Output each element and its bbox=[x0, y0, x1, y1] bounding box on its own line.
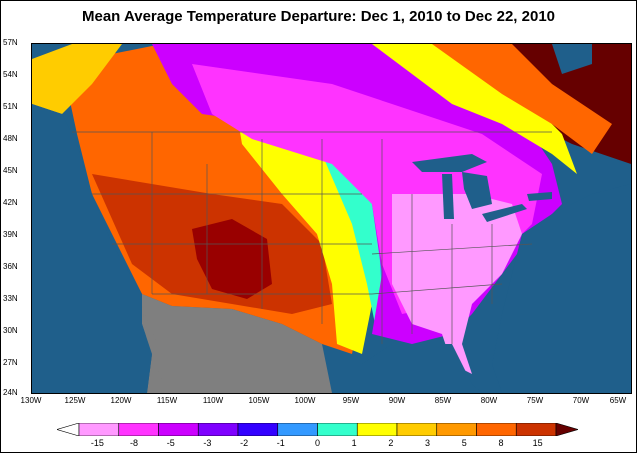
legend-label: 5 bbox=[461, 438, 467, 448]
legend-swatch bbox=[356, 423, 398, 436]
lat-label: 30N bbox=[3, 326, 18, 335]
baja-land bbox=[142, 306, 172, 379]
lon-label: 90W bbox=[388, 396, 406, 405]
lon-label: 80W bbox=[480, 396, 498, 405]
legend-swatch bbox=[237, 423, 279, 436]
political-borders bbox=[72, 131, 552, 344]
legend-label: -5 bbox=[166, 438, 175, 448]
legend-swatch bbox=[78, 423, 120, 436]
lake-erie bbox=[482, 204, 527, 222]
lon-label: 105W bbox=[248, 396, 270, 405]
legend-swatch bbox=[476, 423, 517, 436]
legend-swatch bbox=[118, 423, 159, 436]
lat-label: 45N bbox=[3, 166, 18, 175]
legend-swatch bbox=[396, 423, 438, 436]
legend-label: -8 bbox=[130, 438, 139, 448]
lake-ontario bbox=[527, 192, 552, 201]
mexico-land bbox=[142, 294, 332, 393]
northeast-yellow bbox=[372, 44, 577, 174]
lat-label: 27N bbox=[3, 358, 18, 367]
legend-label: -1 bbox=[276, 438, 285, 448]
legend-label: 15 bbox=[532, 438, 543, 448]
legend-low-end bbox=[57, 423, 80, 436]
lon-label: 125W bbox=[64, 396, 86, 405]
lat-label: 33N bbox=[3, 294, 18, 303]
legend-label: -15 bbox=[90, 438, 104, 448]
northeast-orange bbox=[432, 44, 612, 154]
southwest-hot bbox=[192, 219, 272, 299]
lon-label: 100W bbox=[294, 396, 316, 405]
lat-label: 24N bbox=[3, 388, 18, 397]
lat-label: 57N bbox=[3, 38, 18, 47]
temperature-map bbox=[31, 43, 632, 394]
lake-superior bbox=[412, 154, 487, 172]
legend-swatch bbox=[158, 423, 199, 436]
map-title: Mean Average Temperature Departure: Dec … bbox=[82, 8, 555, 25]
lon-label: 65W bbox=[609, 396, 627, 405]
lon-label: 110W bbox=[202, 396, 224, 405]
legend-swatch bbox=[277, 423, 318, 436]
lon-label: 70W bbox=[572, 396, 590, 405]
lake-michigan bbox=[442, 174, 454, 219]
legend-swatch bbox=[197, 423, 239, 436]
lat-label: 51N bbox=[3, 102, 18, 111]
legend-label: -3 bbox=[203, 438, 212, 448]
hudson-bay bbox=[552, 44, 592, 74]
lon-label: 115W bbox=[156, 396, 178, 405]
legend-high-end bbox=[555, 423, 578, 436]
atlantic bbox=[492, 184, 631, 393]
legend-label: 1 bbox=[351, 438, 357, 448]
lat-label: 48N bbox=[3, 134, 18, 143]
lake-huron bbox=[462, 172, 492, 209]
gulf-of-mexico bbox=[362, 344, 482, 393]
lon-label: 75W bbox=[526, 396, 544, 405]
southeast-pink bbox=[392, 194, 522, 374]
legend-swatch bbox=[317, 423, 358, 436]
lat-label: 42N bbox=[3, 198, 18, 207]
legend-label: 0 bbox=[314, 438, 320, 448]
lat-label: 36N bbox=[3, 262, 18, 271]
pacific bbox=[32, 104, 152, 393]
legend-swatch bbox=[436, 423, 477, 436]
legend-label: 2 bbox=[388, 438, 394, 448]
lon-label: 120W bbox=[110, 396, 132, 405]
legend-swatch bbox=[515, 423, 557, 436]
legend-label: -2 bbox=[240, 438, 249, 448]
lat-label: 54N bbox=[3, 70, 18, 79]
lat-label: 39N bbox=[3, 230, 18, 239]
legend-label: 8 bbox=[498, 438, 504, 448]
lon-label: 95W bbox=[342, 396, 360, 405]
legend-label: 3 bbox=[425, 438, 431, 448]
northwest-yellow bbox=[32, 44, 122, 114]
lon-label: 85W bbox=[434, 396, 452, 405]
lon-label: 130W bbox=[20, 396, 42, 405]
plains-yellow bbox=[232, 84, 372, 354]
legend-color-bar bbox=[57, 423, 578, 436]
